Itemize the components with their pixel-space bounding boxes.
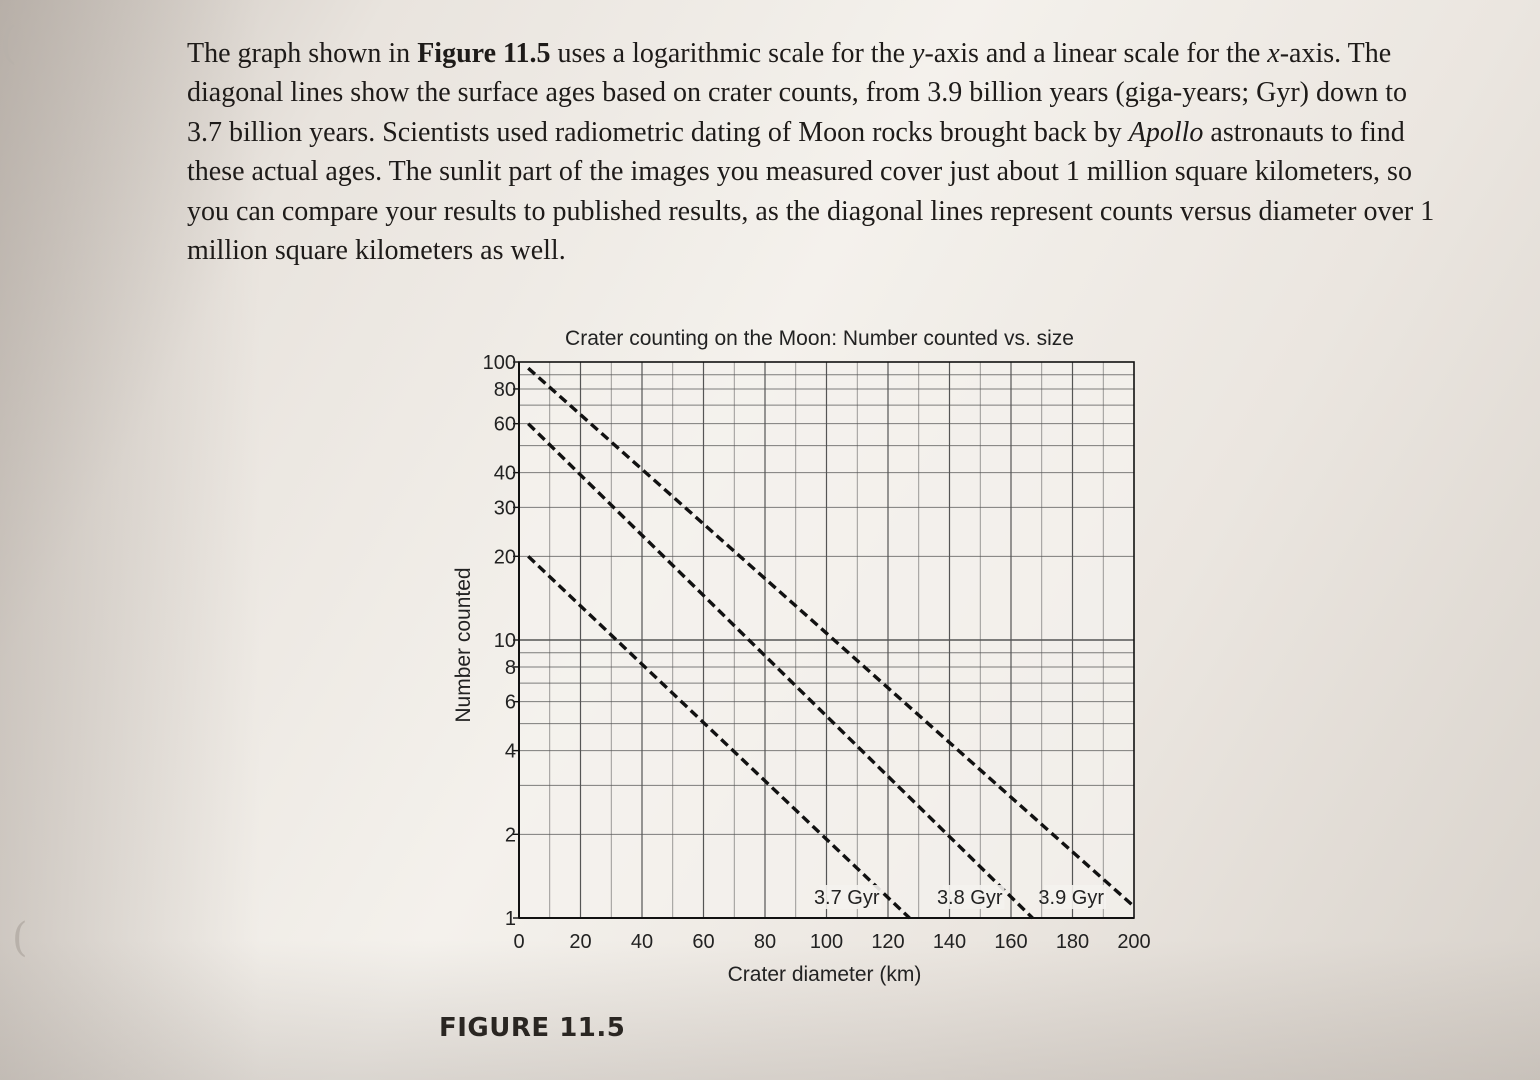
x-tick-label: 60 <box>692 931 714 953</box>
series-label: 3.8 Gyr <box>937 887 1003 909</box>
series-line <box>527 555 911 920</box>
paragraph-text-run: uses a logarithmic scale for the <box>550 38 912 69</box>
series-label-bg <box>942 885 1005 909</box>
series-label-bg <box>819 885 882 909</box>
paragraph-text-run: Figure 11.5 <box>417 38 551 69</box>
y-tick-label: 100 <box>483 352 516 374</box>
y-tick-label: 1 <box>505 908 516 930</box>
y-tick-label: 2 <box>505 824 516 846</box>
x-tick-label: 180 <box>1056 931 1089 953</box>
y-tick-label: 8 <box>505 657 516 679</box>
series-label: 3.9 Gyr <box>1038 887 1104 909</box>
x-tick-label: 160 <box>994 931 1027 953</box>
margin-handwriting-mark: ( <box>12 915 28 961</box>
paragraph-text-run: -axis. The diagonal lines show the surfa… <box>187 38 1407 148</box>
y-axis-label: Number counted <box>452 567 475 722</box>
x-tick-label: 140 <box>933 931 966 953</box>
body-paragraph: The graph shown in Figure 11.5 uses a lo… <box>187 34 1437 270</box>
paragraph-text-run: The graph shown in <box>187 38 418 69</box>
x-tick-label: 0 <box>513 931 524 953</box>
x-tick-label: 120 <box>871 931 904 953</box>
series-label: 3.7 Gyr <box>814 887 880 909</box>
series-line <box>527 366 1136 908</box>
y-tick-label: 4 <box>505 741 516 763</box>
x-tick-label: 200 <box>1117 931 1150 953</box>
y-tick-label: 10 <box>494 630 516 652</box>
x-tick-label: 40 <box>631 931 653 953</box>
y-tick-label: 20 <box>494 546 516 568</box>
x-axis-label: Crater diameter (km) <box>728 963 922 986</box>
y-tick-label: 60 <box>494 414 516 436</box>
paragraph-text-run: x <box>1267 38 1280 69</box>
paragraph-text-run: -axis and a linear scale for the <box>924 38 1268 69</box>
y-tick-label: 40 <box>494 463 516 485</box>
y-tick-label: 6 <box>505 692 516 714</box>
x-tick-label: 80 <box>754 931 776 953</box>
y-tick-label: 80 <box>494 379 516 401</box>
margin-handwriting-mark: ( <box>0 18 18 69</box>
chart-title: Crater counting on the Moon: Number coun… <box>565 327 1074 350</box>
figure-caption: FIGURE 11.5 <box>439 1013 626 1043</box>
series-label-bg <box>1044 885 1106 909</box>
series-line <box>527 422 1034 920</box>
paragraph-text-run: Apollo <box>1128 116 1204 148</box>
y-tick-label: 30 <box>494 497 516 519</box>
paragraph-text-run: astronauts to find these actual ages. Th… <box>187 116 1435 267</box>
paragraph-text-run: y <box>912 38 925 69</box>
x-tick-label: 20 <box>569 931 591 953</box>
x-tick-label: 100 <box>810 931 843 953</box>
